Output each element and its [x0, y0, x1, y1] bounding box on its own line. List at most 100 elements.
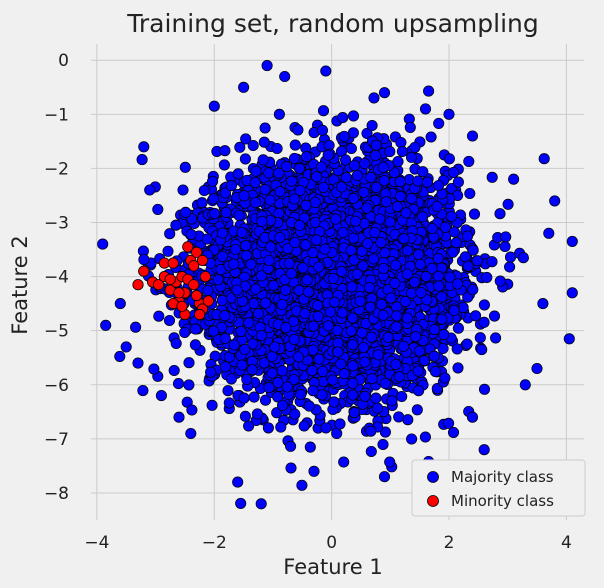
majority-point [259, 394, 272, 406]
majority-point [447, 426, 460, 438]
majority-point [205, 366, 217, 378]
majority-point [478, 299, 490, 311]
majority-point [275, 421, 287, 433]
majority-point [450, 237, 462, 249]
majority-point [504, 251, 517, 263]
majority-point [183, 357, 195, 369]
majority-point [417, 211, 429, 223]
majority-point [235, 497, 247, 509]
majority-point [137, 385, 149, 397]
majority-point [296, 479, 308, 491]
majority-point [170, 337, 182, 349]
majority-point [423, 85, 435, 97]
majority-point [419, 431, 431, 443]
majority-point [170, 219, 182, 231]
majority-point [223, 397, 235, 409]
majority-point [186, 404, 198, 416]
majority-point [370, 139, 382, 151]
majority-point [198, 184, 210, 197]
majority-point [448, 166, 460, 178]
majority-point [504, 261, 516, 273]
majority-point [468, 208, 481, 220]
majority-point [406, 433, 418, 445]
majority-point [219, 145, 231, 157]
majority-point [189, 323, 202, 335]
majority-point [488, 310, 501, 322]
majority-point [276, 399, 289, 411]
data-points [97, 60, 578, 510]
majority-point [365, 445, 377, 458]
majority-point [172, 378, 185, 390]
majority-point [437, 342, 449, 355]
majority-point [443, 417, 455, 429]
majority-point [179, 161, 191, 173]
majority-point [263, 167, 275, 179]
majority-point [168, 364, 180, 377]
majority-point [370, 181, 382, 193]
majority-point [361, 127, 373, 139]
majority-point [517, 252, 529, 264]
majority-point [462, 291, 474, 303]
majority-point [395, 136, 407, 149]
majority-point [328, 396, 340, 408]
majority-point [331, 427, 343, 439]
majority-point [177, 184, 189, 196]
majority-point [153, 310, 165, 322]
majority-point [444, 271, 456, 283]
majority-point [219, 187, 231, 199]
majority-point [246, 364, 258, 376]
majority-point [476, 344, 488, 356]
majority-point [179, 326, 191, 339]
majority-point [257, 154, 269, 166]
majority-point [371, 402, 384, 414]
majority-point [248, 391, 260, 403]
majority-point [243, 420, 255, 432]
majority-point [183, 379, 195, 391]
majority-point [433, 117, 445, 129]
majority-point [189, 339, 201, 351]
majority-point [225, 373, 237, 385]
majority-point [234, 141, 246, 153]
majority-point [288, 152, 301, 164]
majority-point [114, 350, 126, 362]
majority-point [130, 321, 142, 333]
majority-point [478, 316, 490, 328]
majority-point [334, 418, 346, 430]
majority-point [404, 121, 416, 133]
majority-point [538, 153, 550, 165]
majority-point [339, 154, 352, 166]
majority-point [218, 159, 230, 171]
majority-point [316, 124, 329, 136]
majority-point [348, 407, 360, 419]
majority-point [443, 153, 455, 165]
majority-point [136, 154, 148, 166]
majority-point [499, 240, 511, 253]
majority-point [368, 92, 380, 104]
majority-point [164, 228, 176, 240]
majority-point [293, 163, 306, 175]
majority-point [411, 404, 423, 416]
majority-point [478, 383, 491, 395]
majority-point [289, 139, 301, 151]
majority-point [206, 399, 218, 411]
majority-point [490, 332, 502, 344]
majority-point [207, 175, 219, 187]
majority-point [417, 166, 429, 178]
majority-point [292, 124, 304, 136]
majority-point [366, 119, 378, 132]
majority-point [438, 328, 450, 341]
majority-point [467, 244, 479, 256]
majority-point [393, 411, 405, 423]
majority-point [258, 136, 270, 148]
majority-point [148, 363, 160, 375]
majority-point [340, 172, 352, 184]
majority-point [163, 314, 176, 327]
majority-point [494, 208, 506, 220]
majority-point [239, 153, 251, 165]
majority-point [271, 142, 283, 155]
majority-point [425, 131, 437, 143]
majority-point [345, 142, 357, 155]
majority-point [152, 203, 164, 215]
majority-point [263, 382, 275, 394]
